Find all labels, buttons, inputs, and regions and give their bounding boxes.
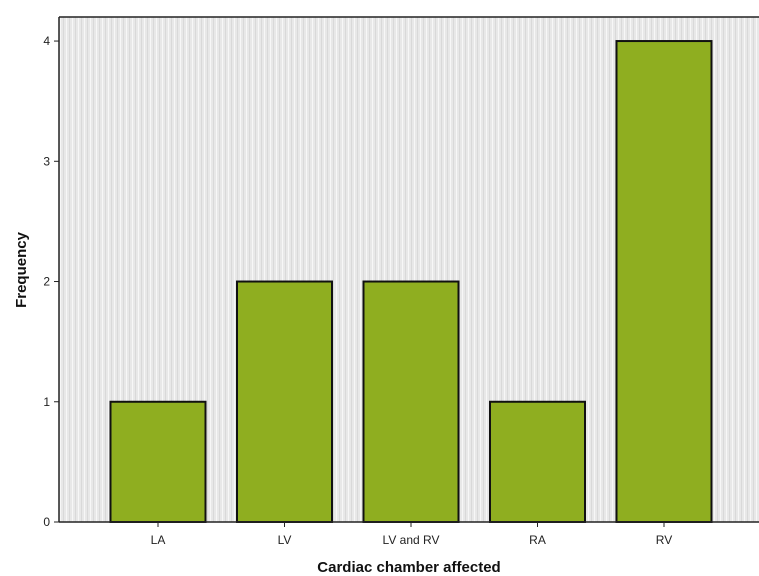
y-tick-label: 4 <box>43 34 50 48</box>
bar-la <box>109 400 207 523</box>
bar-rv <box>615 40 713 524</box>
y-axis-title: Frequency <box>13 231 30 308</box>
y-tick-label: 1 <box>43 395 50 409</box>
bar-lv <box>236 280 333 523</box>
bar-ra <box>489 400 586 523</box>
bar-lv-and-rv <box>362 280 460 523</box>
y-tick-label: 0 <box>43 515 50 529</box>
x-axis-ticks: LA LV LV and RV RA RV <box>151 522 672 547</box>
bars <box>109 40 713 524</box>
y-axis-ticks: 0 1 2 3 4 <box>43 34 59 529</box>
x-axis-title: Cardiac chamber affected <box>317 559 500 576</box>
x-tick-label: RV <box>656 533 672 547</box>
x-tick-label: LV <box>278 533 292 547</box>
x-tick-label: LA <box>151 533 166 547</box>
x-tick-label: RA <box>529 533 546 547</box>
y-tick-label: 2 <box>43 275 50 289</box>
x-tick-label: LV and RV <box>383 533 440 547</box>
y-tick-label: 3 <box>43 154 50 168</box>
